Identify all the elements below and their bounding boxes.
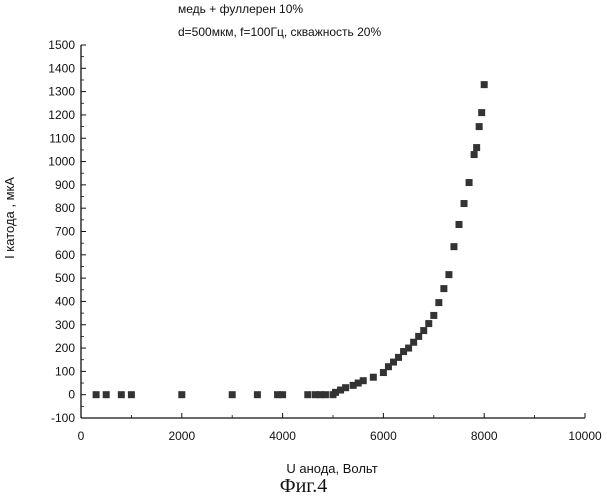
y-tick-label: 1200: [48, 108, 75, 122]
data-point: [370, 374, 377, 381]
data-point: [450, 243, 457, 250]
y-tick-label: 0: [68, 388, 75, 402]
y-tick-label: 300: [55, 318, 75, 332]
y-axis-title: I катода , мкА: [2, 177, 17, 259]
tick-marks: [81, 45, 585, 418]
y-tick-label: 600: [55, 248, 75, 262]
y-tick-label: 200: [55, 341, 75, 355]
y-tick-label: -100: [51, 411, 75, 425]
data-point: [440, 285, 447, 292]
data-point: [93, 391, 100, 398]
data-point: [430, 312, 437, 319]
data-point: [425, 320, 432, 327]
data-point: [118, 391, 125, 398]
data-point: [279, 391, 286, 398]
axes: [81, 45, 585, 418]
y-tick-label: 800: [55, 201, 75, 215]
data-point: [229, 391, 236, 398]
data-point: [360, 377, 367, 384]
tick-labels: -100010020030040050060070080090010001100…: [48, 38, 602, 443]
data-point: [476, 123, 483, 130]
x-tick-label: 0: [78, 429, 85, 443]
y-tick-label: 1500: [48, 38, 75, 52]
data-point: [304, 391, 311, 398]
data-point: [473, 144, 480, 151]
data-point: [445, 271, 452, 278]
y-tick-label: 1100: [49, 131, 75, 145]
data-point: [103, 391, 110, 398]
data-point: [128, 391, 135, 398]
y-tick-label: 1000: [48, 155, 75, 169]
y-tick-label: 700: [55, 225, 75, 239]
data-point: [342, 384, 349, 391]
y-tick-label: 1300: [48, 85, 75, 99]
data-point: [420, 327, 427, 334]
data-point: [435, 299, 442, 306]
data-point: [254, 391, 261, 398]
y-tick-label: 500: [55, 271, 75, 285]
data-point: [456, 221, 463, 228]
data-point: [471, 151, 478, 158]
data-point: [481, 81, 488, 88]
y-tick-label: 900: [55, 178, 75, 192]
x-tick-label: 8000: [471, 429, 498, 443]
data-point: [322, 391, 329, 398]
data-point: [466, 179, 473, 186]
x-tick-label: 10000: [568, 429, 602, 443]
y-tick-label: 100: [55, 364, 75, 378]
figure-caption: Фиг.4: [0, 474, 607, 498]
data-point: [478, 109, 485, 116]
x-tick-label: 4000: [269, 429, 296, 443]
data-point: [461, 200, 468, 207]
data-points: [93, 81, 488, 398]
x-tick-label: 6000: [370, 429, 397, 443]
y-tick-label: 1400: [48, 61, 75, 75]
y-tick-label: 400: [55, 294, 75, 308]
data-point: [178, 391, 185, 398]
x-tick-label: 2000: [168, 429, 195, 443]
